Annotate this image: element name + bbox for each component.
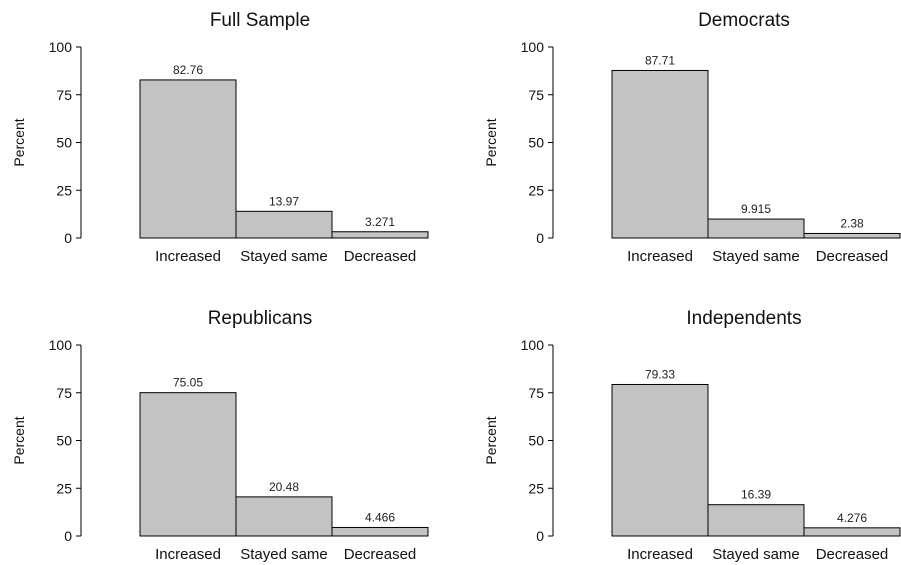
panel-democrats: Democrats 0 25 50 75 100 Percent 87.71 Increased… xyxy=(483,10,901,265)
y-axis-label: Percent xyxy=(483,416,499,464)
data-label: 20.48 xyxy=(269,480,299,494)
data-label: 79.33 xyxy=(645,367,675,381)
bar-stayed-same xyxy=(235,496,333,537)
category-label: Stayed same xyxy=(712,546,800,563)
bar-decreased xyxy=(803,527,901,537)
bar-increased xyxy=(611,69,709,239)
bar-increased xyxy=(139,79,237,239)
data-label: 82.76 xyxy=(173,63,203,77)
y-tick-label: 100 xyxy=(521,39,545,55)
data-label: 2.38 xyxy=(840,216,864,230)
data-label: 4.466 xyxy=(365,510,395,524)
y-tick-label: 75 xyxy=(528,385,544,401)
category-label: Increased xyxy=(155,248,221,265)
category-label: Stayed same xyxy=(712,248,800,265)
y-tick-label: 0 xyxy=(64,230,72,246)
y-tick-label: 25 xyxy=(56,480,72,496)
y-tick-label: 75 xyxy=(528,87,544,103)
data-label: 4.276 xyxy=(837,511,867,525)
category-label: Decreased xyxy=(816,546,889,563)
data-label: 9.915 xyxy=(741,202,771,216)
y-tick-label: 75 xyxy=(56,385,72,401)
panel-republicans: Republicans 0 25 50 75 100 Percent 75.05 Increas… xyxy=(11,308,429,563)
y-tick-label: 100 xyxy=(521,337,545,353)
y-tick-label: 25 xyxy=(56,182,72,198)
y-tick-label: 50 xyxy=(56,135,72,151)
category-label: Stayed same xyxy=(240,248,328,265)
data-label: 13.97 xyxy=(269,194,299,208)
y-tick-label: 25 xyxy=(528,182,544,198)
bar-decreased xyxy=(331,231,429,239)
category-label: Stayed same xyxy=(240,546,328,563)
y-tick-label: 0 xyxy=(536,230,544,246)
category-label: Decreased xyxy=(816,248,889,265)
panel-title: Independents xyxy=(686,308,801,329)
bar-decreased xyxy=(803,232,901,239)
bar-stayed-same xyxy=(235,210,333,239)
y-tick-label: 100 xyxy=(49,39,73,55)
panel-title: Republicans xyxy=(208,308,313,329)
bar-stayed-same xyxy=(707,504,805,537)
y-tick-label: 100 xyxy=(49,337,73,353)
y-tick-label: 50 xyxy=(528,433,544,449)
data-label: 87.71 xyxy=(645,53,675,67)
y-tick-label: 25 xyxy=(528,480,544,496)
bar-stayed-same xyxy=(707,218,805,239)
panel-independents: Independents 0 25 50 75 100 Percent 79.33 Increa… xyxy=(483,308,901,563)
panel-title: Full Sample xyxy=(210,10,310,31)
panel-full-sample: Full Sample 0 25 50 75 100 Percent 82.76 Increas… xyxy=(11,10,429,265)
category-label: Decreased xyxy=(344,248,417,265)
y-axis-label: Percent xyxy=(11,118,27,166)
data-label: 75.05 xyxy=(173,376,203,390)
y-tick-label: 50 xyxy=(528,135,544,151)
category-label: Decreased xyxy=(344,546,417,563)
y-tick-label: 50 xyxy=(56,433,72,449)
bar-increased xyxy=(611,383,709,537)
y-axis-label: Percent xyxy=(483,118,499,166)
bar-increased xyxy=(139,392,237,537)
category-label: Increased xyxy=(155,546,221,563)
y-tick-label: 0 xyxy=(536,528,544,544)
y-axis-label: Percent xyxy=(11,416,27,464)
category-label: Increased xyxy=(627,546,693,563)
data-label: 3.271 xyxy=(365,215,395,229)
bar-decreased xyxy=(331,526,429,537)
panel-title: Democrats xyxy=(698,10,790,31)
y-tick-label: 75 xyxy=(56,87,72,103)
category-label: Increased xyxy=(627,248,693,265)
y-tick-label: 0 xyxy=(64,528,72,544)
data-label: 16.39 xyxy=(741,488,771,502)
